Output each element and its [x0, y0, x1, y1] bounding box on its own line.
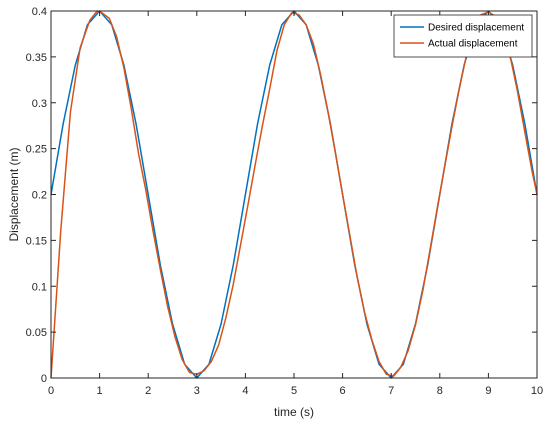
legend-label: Desired displacement	[428, 23, 524, 34]
x-tick-label: 1	[97, 385, 103, 397]
y-tick-label: 0.1	[32, 281, 47, 293]
legend-label: Actual displacement	[428, 39, 518, 50]
x-axis-label: time (s)	[274, 405, 314, 419]
x-tick-label: 10	[531, 385, 543, 397]
y-axis-label: Displacement (m)	[7, 147, 21, 241]
ticks-layer: 0 1 2 3 4 5 6 7 8 9 10 0 0.05 0.1 0.15 0.2 0.25 0.3 0.35 0.…	[26, 6, 544, 397]
x-tick-label: 8	[437, 385, 443, 397]
x-tick-label: 7	[388, 385, 394, 397]
y-tick-label: 0.25	[26, 144, 47, 156]
y-tick-label: 0.05	[26, 327, 47, 339]
legend: Desired displacement Actual displacement	[393, 14, 533, 58]
y-tick-label: 0	[41, 373, 47, 385]
y-tick-label: 0.15	[26, 235, 47, 247]
x-tick-label: 2	[145, 385, 151, 397]
y-tick-label: 0.35	[26, 52, 47, 64]
x-tick-label: 5	[291, 385, 297, 397]
y-tick-label: 0.3	[32, 98, 47, 110]
series-line-actual	[50, 10, 538, 379]
x-tick-label: 0	[48, 385, 54, 397]
y-tick-label: 0.2	[32, 190, 47, 202]
y-tick-label: 0.4	[32, 6, 47, 18]
x-tick-label: 4	[242, 385, 248, 397]
plot-area	[51, 11, 537, 378]
x-tick-label: 3	[194, 385, 200, 397]
legend-box	[393, 14, 533, 58]
x-tick-label: 9	[485, 385, 491, 397]
x-tick-label: 6	[340, 385, 346, 397]
